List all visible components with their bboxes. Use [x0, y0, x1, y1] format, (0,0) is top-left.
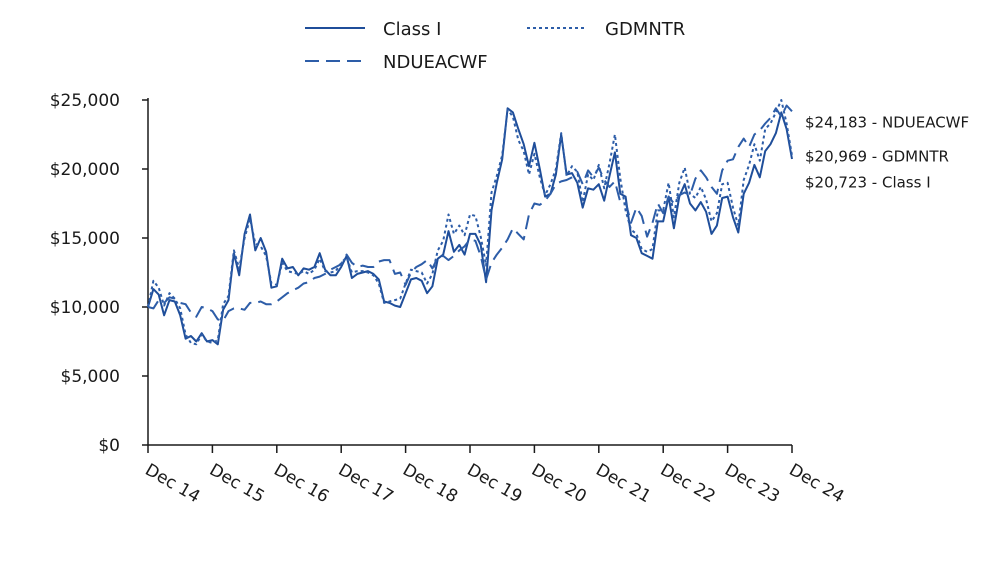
end-labels: $24,183 - NDUEACWF $20,969 - GDMNTR $20,72…	[805, 113, 969, 191]
x-tick-label: Dec 16	[270, 460, 332, 507]
x-tick-label: Dec 18	[399, 460, 461, 507]
x-tick-label: Dec 17	[335, 460, 397, 507]
legend-label-gdmntr: GDMNTR	[605, 19, 685, 40]
legend-label-ndueacwf: NDUEACWF	[383, 52, 488, 73]
x-tick-label: Dec 23	[721, 460, 783, 507]
x-tick-label: Dec 24	[786, 460, 848, 507]
x-tick-label: Dec 19	[464, 460, 526, 507]
series-line-gdmntr	[147, 99, 793, 346]
y-tick-label: $20,000	[50, 160, 120, 180]
y-tick-label: $10,000	[50, 298, 120, 318]
y-tick-label: $5,000	[61, 367, 120, 387]
y-axis: $0 $5,000 $10,000 $15,000 $20,000 $25,000	[50, 91, 149, 456]
end-label-class-i: $20,723 - Class I	[805, 174, 931, 192]
y-tick-label: $25,000	[50, 91, 120, 111]
y-tick-label: $0	[98, 436, 120, 456]
x-axis: Dec 14 Dec 15 Dec 16 Dec 17 Dec 18 Dec 19 Dec …	[142, 444, 848, 507]
end-label-gdmntr: $20,969 - GDMNTR	[805, 148, 949, 166]
x-tick-label: Dec 14	[142, 460, 204, 507]
series-line-ndueacwf	[147, 104, 793, 322]
x-tick-label: Dec 22	[657, 460, 719, 507]
x-tick-label: Dec 20	[528, 460, 590, 507]
legend: Class I GDMNTR NDUEACWF	[305, 19, 685, 73]
series-lines	[147, 99, 793, 346]
y-tick-label: $15,000	[50, 229, 120, 249]
legend-label-class-i: Class I	[383, 19, 441, 40]
x-tick-label: Dec 15	[206, 460, 268, 507]
end-label-ndueacwf: $24,183 - NDUEACWF	[805, 113, 969, 131]
x-tick-label: Dec 21	[592, 460, 654, 507]
series-line-class-i	[147, 107, 793, 346]
